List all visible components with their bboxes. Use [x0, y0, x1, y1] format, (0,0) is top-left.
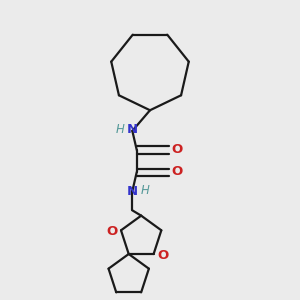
- Text: O: O: [158, 249, 169, 262]
- Text: H: H: [140, 184, 149, 196]
- Text: O: O: [172, 142, 183, 156]
- Text: O: O: [172, 165, 183, 178]
- Text: N: N: [127, 123, 138, 136]
- Text: O: O: [106, 225, 117, 238]
- Text: N: N: [127, 185, 138, 198]
- Text: H: H: [116, 123, 124, 136]
